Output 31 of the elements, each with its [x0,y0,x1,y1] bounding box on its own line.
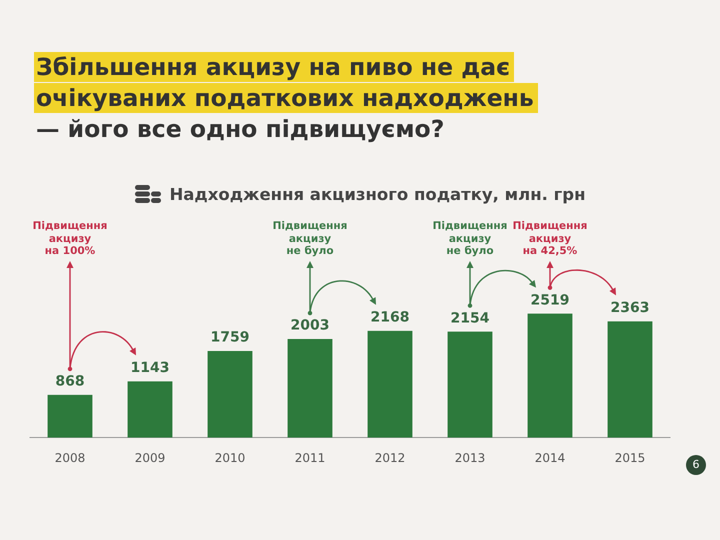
text: Підвищення акцизу на 100% [32,220,108,258]
bar [288,339,332,438]
text: Підвищення акцизу не було [432,220,508,258]
x-tick-label: 2009 [134,450,166,465]
data-label: 868 [55,374,85,390]
text: Підвищення акцизу на 42,5% [512,220,588,258]
x-tick-label: 2012 [374,450,406,465]
x-tick-label: 2008 [54,450,86,465]
data-label: 2003 [290,318,330,334]
data-label: 1143 [130,360,170,376]
data-label: 1759 [210,330,250,346]
bar [368,330,412,438]
x-tick-label: 2010 [214,450,246,465]
data-label: 2154 [450,310,490,326]
x-tick-label: 2011 [294,450,326,465]
text: 6 [686,455,706,475]
bar [208,351,252,438]
bar [448,332,492,438]
chart-subtitle: Надходження акцизного податку, млн. грн [169,184,586,204]
text: Підвищення акцизу не було [272,220,348,258]
data-label: 2168 [370,310,410,326]
x-tick-label: 2014 [534,450,566,465]
x-tick-label: 2013 [454,450,486,465]
bar [608,321,652,438]
chart-title: Збільшення акцизу на пиво не дає очікуваних податкових надходжень — його все одно підвищуємо? [35,52,535,144]
x-tick-label: 2015 [614,450,646,465]
data-label: 2363 [610,300,650,316]
bar [48,394,92,438]
bar [528,314,572,438]
bar [128,381,172,438]
data-label: 2519 [530,292,570,308]
